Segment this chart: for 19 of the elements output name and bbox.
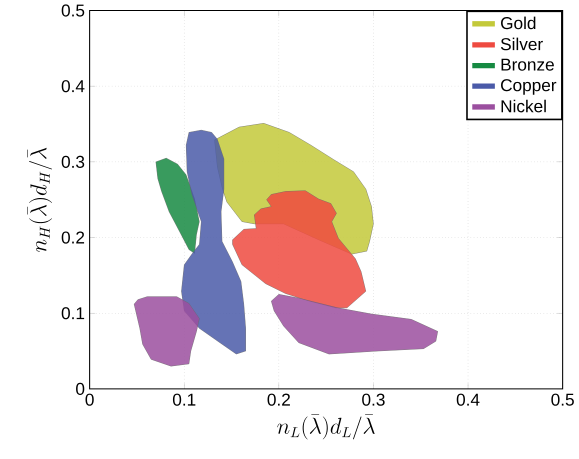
x-tick-label: 0.1 — [172, 394, 196, 406]
x-tick-label: 0 — [86, 394, 94, 406]
legend-label: Nickel — [502, 100, 546, 113]
legend-label: Bronze — [502, 58, 554, 71]
legend-label: Silver — [500, 38, 543, 50]
x-tick-label: 0.5 — [551, 394, 574, 406]
y-tick-label: 0.1 — [62, 307, 84, 320]
y-tick-label: 0 — [76, 382, 84, 396]
x-tick-label: 0.4 — [456, 394, 480, 406]
y-axis-title: $n_H(\bar{\lambda})d_H/\bar{\lambda}$ — [27, 148, 52, 252]
y-tick-label: 0.3 — [62, 156, 84, 168]
x-tick-label: 0.2 — [268, 394, 290, 406]
x-axis-title: $n_L(\bar{\lambda})d_L/\bar{\lambda}$ — [277, 414, 375, 440]
x-tick-label: 0.3 — [362, 394, 385, 406]
y-tick-label: 0.2 — [62, 232, 84, 244]
legend-label: Gold — [501, 16, 536, 30]
y-tick-label: 0.5 — [62, 4, 84, 17]
legend-label: Copper — [501, 79, 556, 95]
y-tick-label: 0.4 — [62, 80, 84, 92]
